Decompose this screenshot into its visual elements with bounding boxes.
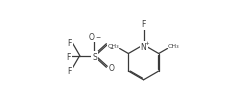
Text: N: N [141, 42, 146, 51]
Text: CH₃: CH₃ [168, 43, 180, 48]
Text: O: O [89, 33, 95, 42]
Text: F: F [141, 20, 146, 29]
Text: +: + [144, 41, 149, 46]
Text: F: F [67, 66, 72, 75]
Text: F: F [66, 53, 71, 61]
Text: F: F [67, 39, 72, 48]
Text: S: S [92, 53, 97, 61]
Text: O: O [109, 64, 115, 73]
Text: −: − [95, 34, 100, 39]
Text: CH₃: CH₃ [107, 43, 119, 48]
Text: O: O [109, 41, 115, 50]
